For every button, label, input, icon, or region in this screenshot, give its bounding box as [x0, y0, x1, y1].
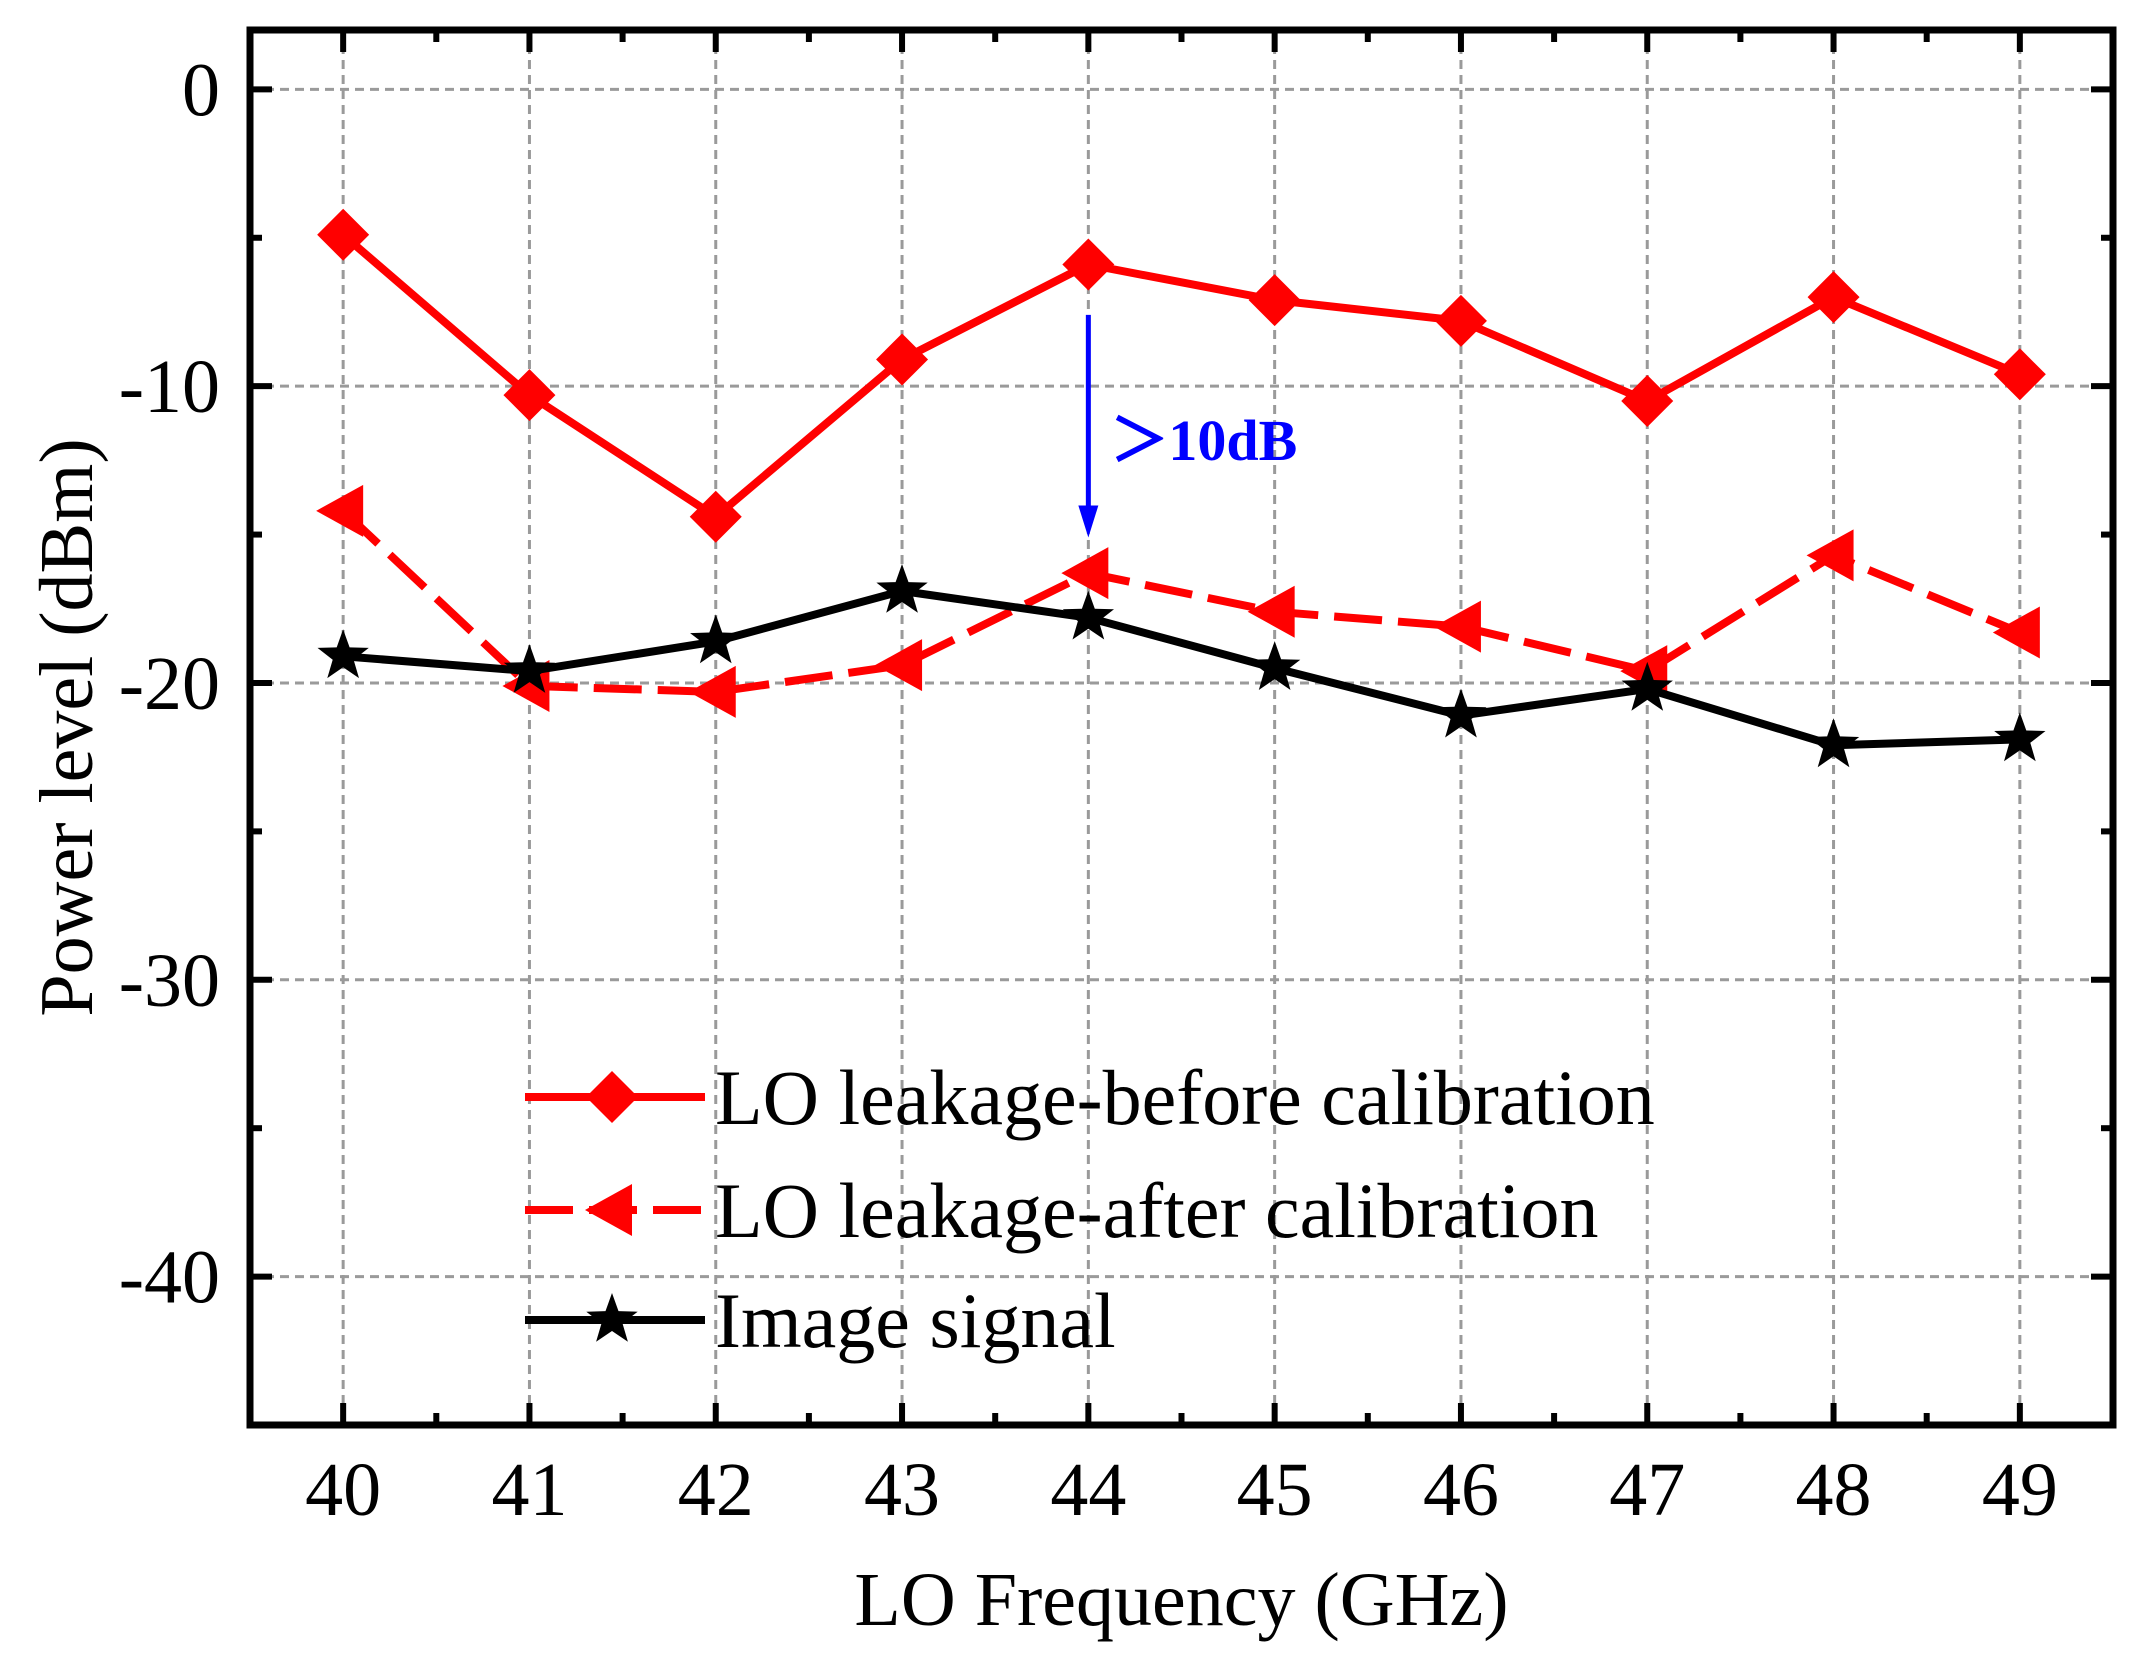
- annotation-arrow-head: [1078, 506, 1098, 538]
- legend-label-after-calibration: LO leakage-after calibration: [715, 1167, 1598, 1254]
- x-tick-label: 48: [1796, 1448, 1872, 1532]
- legend-marker-shape: [586, 1071, 638, 1123]
- y-tick-label: -10: [119, 345, 220, 429]
- data-point: [1808, 271, 1860, 323]
- y-tick-labels: 0 -10 -20 -30 -40: [119, 48, 220, 1319]
- x-tick-label: 41: [491, 1448, 567, 1532]
- data-point: [1621, 375, 1673, 427]
- data-point: [1993, 607, 2040, 659]
- series-line-0: [343, 235, 2020, 517]
- series-line-2: [343, 591, 2020, 745]
- annotation: ＞10dB: [1078, 315, 1297, 538]
- x-tick-label: 45: [1237, 1448, 1313, 1532]
- legend-label-before-calibration: LO leakage-before calibration: [715, 1054, 1655, 1141]
- legend-item-before-calibration: LO leakage-before calibration: [525, 1054, 1655, 1141]
- data-point: [318, 629, 369, 678]
- x-tick-label: 46: [1423, 1448, 1499, 1532]
- series-0: [317, 209, 2046, 543]
- legend-marker-star: [586, 1293, 637, 1342]
- legend-marker-shape: [585, 1184, 632, 1236]
- y-axis-title: Power level (dBm): [25, 438, 109, 1016]
- x-tick-label: 49: [1982, 1448, 2058, 1532]
- data-point: [1808, 718, 1859, 767]
- data-point: [689, 666, 736, 718]
- legend-marker-triangle: [585, 1184, 632, 1236]
- x-tick-label: 43: [864, 1448, 940, 1532]
- x-tick-label: 44: [1050, 1448, 1126, 1532]
- data-point: [316, 485, 363, 537]
- x-tick-label: 42: [678, 1448, 754, 1532]
- data-point: [1062, 238, 1114, 290]
- y-tick-label: -30: [119, 939, 220, 1023]
- data-point: [1435, 295, 1487, 347]
- data-point: [1248, 586, 1295, 638]
- y-tick-label: -20: [119, 642, 220, 726]
- x-tick-label: 47: [1609, 1448, 1685, 1532]
- data-point: [1994, 348, 2046, 400]
- x-tick-label: 40: [305, 1448, 381, 1532]
- data-point: [690, 614, 741, 663]
- data-point: [1249, 274, 1301, 326]
- legend-marker-diamond: [586, 1071, 638, 1123]
- legend-label-image-signal: Image signal: [715, 1277, 1116, 1364]
- legend: LO leakage-before calibration LO leakage…: [525, 1054, 1655, 1364]
- data-point: [1434, 601, 1481, 653]
- y-tick-label: -40: [119, 1236, 220, 1320]
- legend-item-image-signal: Image signal: [525, 1277, 1116, 1364]
- legend-marker-shape: [586, 1293, 637, 1342]
- data-point: [1807, 529, 1854, 581]
- chart: ＞10dB 40 41 42 43 44 45 46 47 48 49 0 -10 -20 -30 -40…: [0, 0, 2153, 1667]
- data-point: [1435, 689, 1486, 738]
- y-tick-label: 0: [182, 48, 220, 132]
- data-point: [1061, 547, 1108, 599]
- annotation-label: ＞10dB: [1110, 408, 1297, 473]
- legend-item-after-calibration: LO leakage-after calibration: [525, 1167, 1598, 1254]
- x-tick-labels: 40 41 42 43 44 45 46 47 48 49: [305, 1448, 2058, 1532]
- x-axis-title: LO Frequency (GHz): [854, 1558, 1508, 1642]
